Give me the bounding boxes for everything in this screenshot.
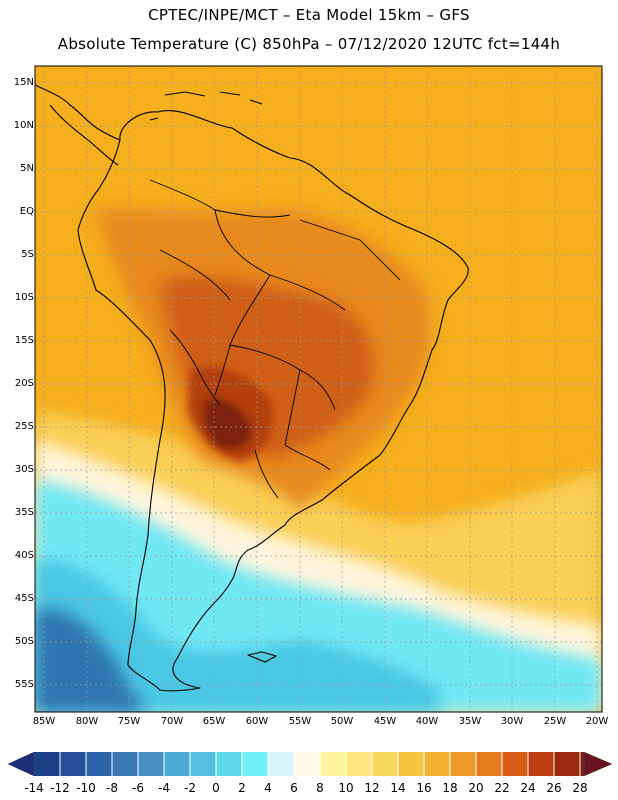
colorbar-swatch [450, 752, 476, 776]
colorbar-swatch [242, 752, 268, 776]
colorbar-swatch [138, 752, 164, 776]
lon-label: 55W [288, 716, 312, 727]
colorbar-left-arrow [7, 751, 35, 777]
colorbar-swatch [424, 752, 450, 776]
colorbar-label: 18 [442, 781, 458, 795]
colorbar-swatch [86, 752, 112, 776]
country-borders [149, 179, 401, 499]
lat-label: 10N [13, 120, 34, 131]
map-frame [34, 65, 603, 713]
lat-label: 25S [14, 421, 34, 432]
colorbar-label: 26 [546, 781, 562, 795]
colorbar-swatch [112, 752, 138, 776]
colorbar-swatch [216, 752, 242, 776]
chart-subtitle: Absolute Temperature (C) 850hPa – 07/12/… [57, 35, 561, 53]
colorbar-swatch [34, 752, 60, 776]
lat-label: 10S [14, 292, 34, 303]
colorbar-label: 16 [416, 781, 432, 795]
lon-label: 75W [117, 716, 141, 727]
colorbar-label: 12 [364, 781, 380, 795]
colorbar-label: 2 [238, 781, 246, 795]
colorbar-label: -6 [132, 781, 144, 795]
colorbar-swatch [164, 752, 190, 776]
lon-label: 80W [75, 716, 99, 727]
lon-label: 45W [373, 716, 397, 727]
central-america-coastline [35, 84, 121, 166]
temperature-field [35, 66, 602, 712]
lat-label: 5N [20, 163, 34, 174]
lon-label: 50W [330, 716, 354, 727]
colorbar-label: -14 [24, 781, 44, 795]
colorbar-label: -8 [106, 781, 118, 795]
lon-label: 70W [160, 716, 184, 727]
lat-label: 50S [14, 636, 34, 647]
colorbar-swatch [502, 752, 528, 776]
colorbar-swatch [476, 752, 502, 776]
lat-label: 55S [14, 679, 34, 690]
colorbar-dividers [59, 752, 581, 776]
falklands [247, 651, 277, 663]
colorbar-label: 22 [494, 781, 510, 795]
colorbar-label: 24 [520, 781, 536, 795]
field-colder-south [35, 559, 440, 712]
lat-label: 15S [14, 335, 34, 346]
colorbar [7, 751, 613, 777]
lat-label: 40S [14, 550, 34, 561]
lon-label: 35W [458, 716, 482, 727]
chart-title: CPTEC/INPE/MCT – Eta Model 15km – GFS [148, 6, 470, 24]
colorbar-label: 14 [390, 781, 406, 795]
lon-label: 20W [585, 716, 609, 727]
colorbar-swatch [346, 752, 372, 776]
colorbar-label: 8 [316, 781, 324, 795]
colorbar-label: 20 [468, 781, 484, 795]
lon-label: 85W [32, 716, 56, 727]
colorbar-label: 28 [572, 781, 588, 795]
colorbar-swatch [372, 752, 398, 776]
caribbean-islands [149, 91, 263, 121]
colorbar-label: 10 [338, 781, 354, 795]
lat-label: EQ [19, 206, 34, 217]
lat-label: 30S [14, 464, 34, 475]
colorbar-right-arrow [583, 751, 613, 777]
colorbar-label: -2 [184, 781, 196, 795]
colorbar-label: -12 [50, 781, 70, 795]
south-america-coastline [77, 110, 469, 692]
lat-label: 45S [14, 593, 34, 604]
lat-label: 15N [13, 77, 34, 88]
colorbar-label: -10 [76, 781, 96, 795]
lat-label: 5S [21, 249, 34, 260]
lon-label: 30W [500, 716, 524, 727]
lon-label: 40W [415, 716, 439, 727]
colorbar-swatch [190, 752, 216, 776]
colorbar-swatch [554, 752, 580, 776]
lat-label: 20S [14, 378, 34, 389]
colorbar-label: 0 [212, 781, 220, 795]
colorbar-swatch [528, 752, 554, 776]
colorbar-label: 4 [264, 781, 272, 795]
coastlines-and-borders [35, 84, 469, 692]
colorbar-swatch [60, 752, 86, 776]
field-coldest-south [35, 608, 150, 712]
colorbar-swatch [580, 752, 584, 776]
lon-label: 60W [245, 716, 269, 727]
lon-label: 25W [543, 716, 567, 727]
colorbar-swatch [320, 752, 346, 776]
colorbar-swatch [268, 752, 294, 776]
colorbar-label: 6 [290, 781, 298, 795]
colorbar-swatch [294, 752, 320, 776]
colorbar-swatch [398, 752, 424, 776]
lat-label: 35S [14, 507, 34, 518]
lon-label: 65W [202, 716, 226, 727]
field-hottest [204, 399, 252, 449]
colorbar-label: -4 [158, 781, 170, 795]
